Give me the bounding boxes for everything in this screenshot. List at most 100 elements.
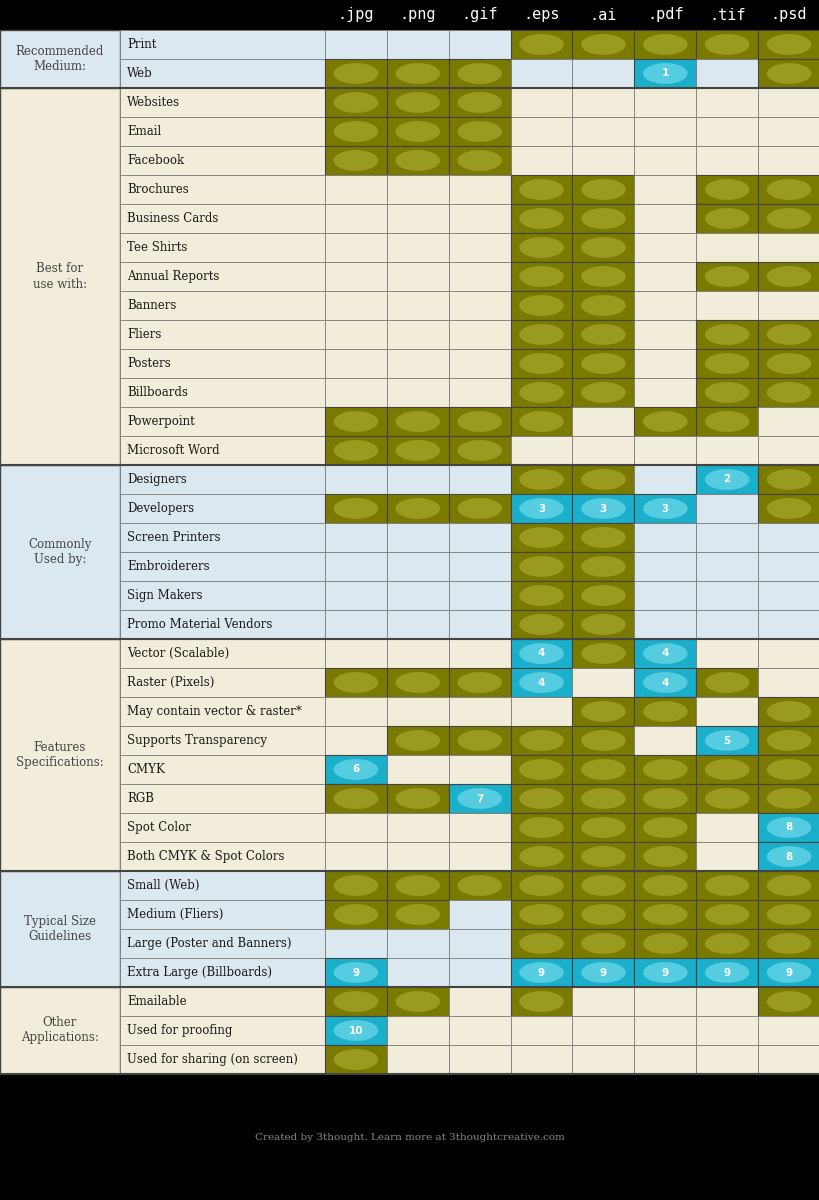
Bar [695,668,758,697]
Bar [448,436,510,464]
Bar [120,233,324,262]
Ellipse shape [581,34,625,55]
Bar [695,146,758,175]
Bar [510,407,572,436]
Text: 8: 8 [785,852,792,862]
Ellipse shape [642,962,687,983]
Ellipse shape [766,353,810,374]
Ellipse shape [766,760,810,780]
Ellipse shape [518,934,563,954]
Bar [448,986,510,1016]
Ellipse shape [766,34,810,55]
Ellipse shape [395,121,440,142]
Ellipse shape [581,238,625,258]
Ellipse shape [333,64,378,84]
Bar [695,378,758,407]
Bar [120,407,324,436]
Bar [448,262,510,290]
Bar [324,638,387,668]
Bar [634,464,695,494]
Ellipse shape [518,34,563,55]
Text: 10: 10 [348,1026,363,1036]
Ellipse shape [457,92,501,113]
Bar [120,871,324,900]
Bar [448,814,510,842]
Bar [634,638,695,668]
Ellipse shape [518,469,563,490]
Bar [120,262,324,290]
Ellipse shape [395,904,440,925]
Ellipse shape [704,875,749,896]
Bar [120,464,324,494]
Text: Billboards: Billboards [127,386,188,398]
Ellipse shape [457,498,501,518]
Bar [448,494,510,523]
Bar [634,175,695,204]
Bar [572,610,634,638]
Ellipse shape [518,295,563,316]
Bar [572,929,634,958]
Ellipse shape [642,34,687,55]
Ellipse shape [766,382,810,403]
Bar [634,494,695,523]
Bar [387,958,448,986]
Ellipse shape [395,875,440,896]
Bar [324,88,387,116]
Text: 7: 7 [475,793,482,804]
Bar [387,116,448,146]
Bar [448,581,510,610]
Ellipse shape [457,412,501,432]
Ellipse shape [395,64,440,84]
Bar [758,638,819,668]
Ellipse shape [457,788,501,809]
Bar [448,638,510,668]
Bar [324,1016,387,1045]
Ellipse shape [766,934,810,954]
Ellipse shape [581,934,625,954]
Ellipse shape [704,934,749,954]
Bar [448,30,510,59]
Bar [324,523,387,552]
Text: .eps: .eps [523,7,559,23]
Bar [387,204,448,233]
Ellipse shape [518,643,563,664]
Ellipse shape [766,730,810,751]
Bar [387,581,448,610]
Bar [387,552,448,581]
Bar [695,784,758,814]
Bar [448,697,510,726]
Text: Business Cards: Business Cards [127,212,218,226]
Ellipse shape [333,788,378,809]
Bar [572,378,634,407]
Bar [324,755,387,784]
Ellipse shape [457,440,501,461]
Text: .gif: .gif [461,7,497,23]
Bar [758,1016,819,1045]
Bar [510,986,572,1016]
Bar [387,494,448,523]
Bar [634,986,695,1016]
Text: 4: 4 [537,678,545,688]
Bar [572,262,634,290]
Ellipse shape [581,527,625,548]
Bar [448,59,510,88]
Ellipse shape [704,730,749,751]
Bar [120,378,324,407]
Text: Features
Specifications:: Features Specifications: [16,740,104,769]
Bar [0,30,120,88]
Bar [634,697,695,726]
Bar [448,1016,510,1045]
Bar [324,494,387,523]
Bar [758,842,819,871]
Bar [448,755,510,784]
Bar [758,1045,819,1074]
Bar [120,814,324,842]
Bar [572,638,634,668]
Bar [120,697,324,726]
Text: Powerpoint: Powerpoint [127,415,195,428]
Bar [695,900,758,929]
Ellipse shape [766,991,810,1012]
Bar [120,900,324,929]
Text: 9: 9 [785,967,792,978]
Bar [387,464,448,494]
